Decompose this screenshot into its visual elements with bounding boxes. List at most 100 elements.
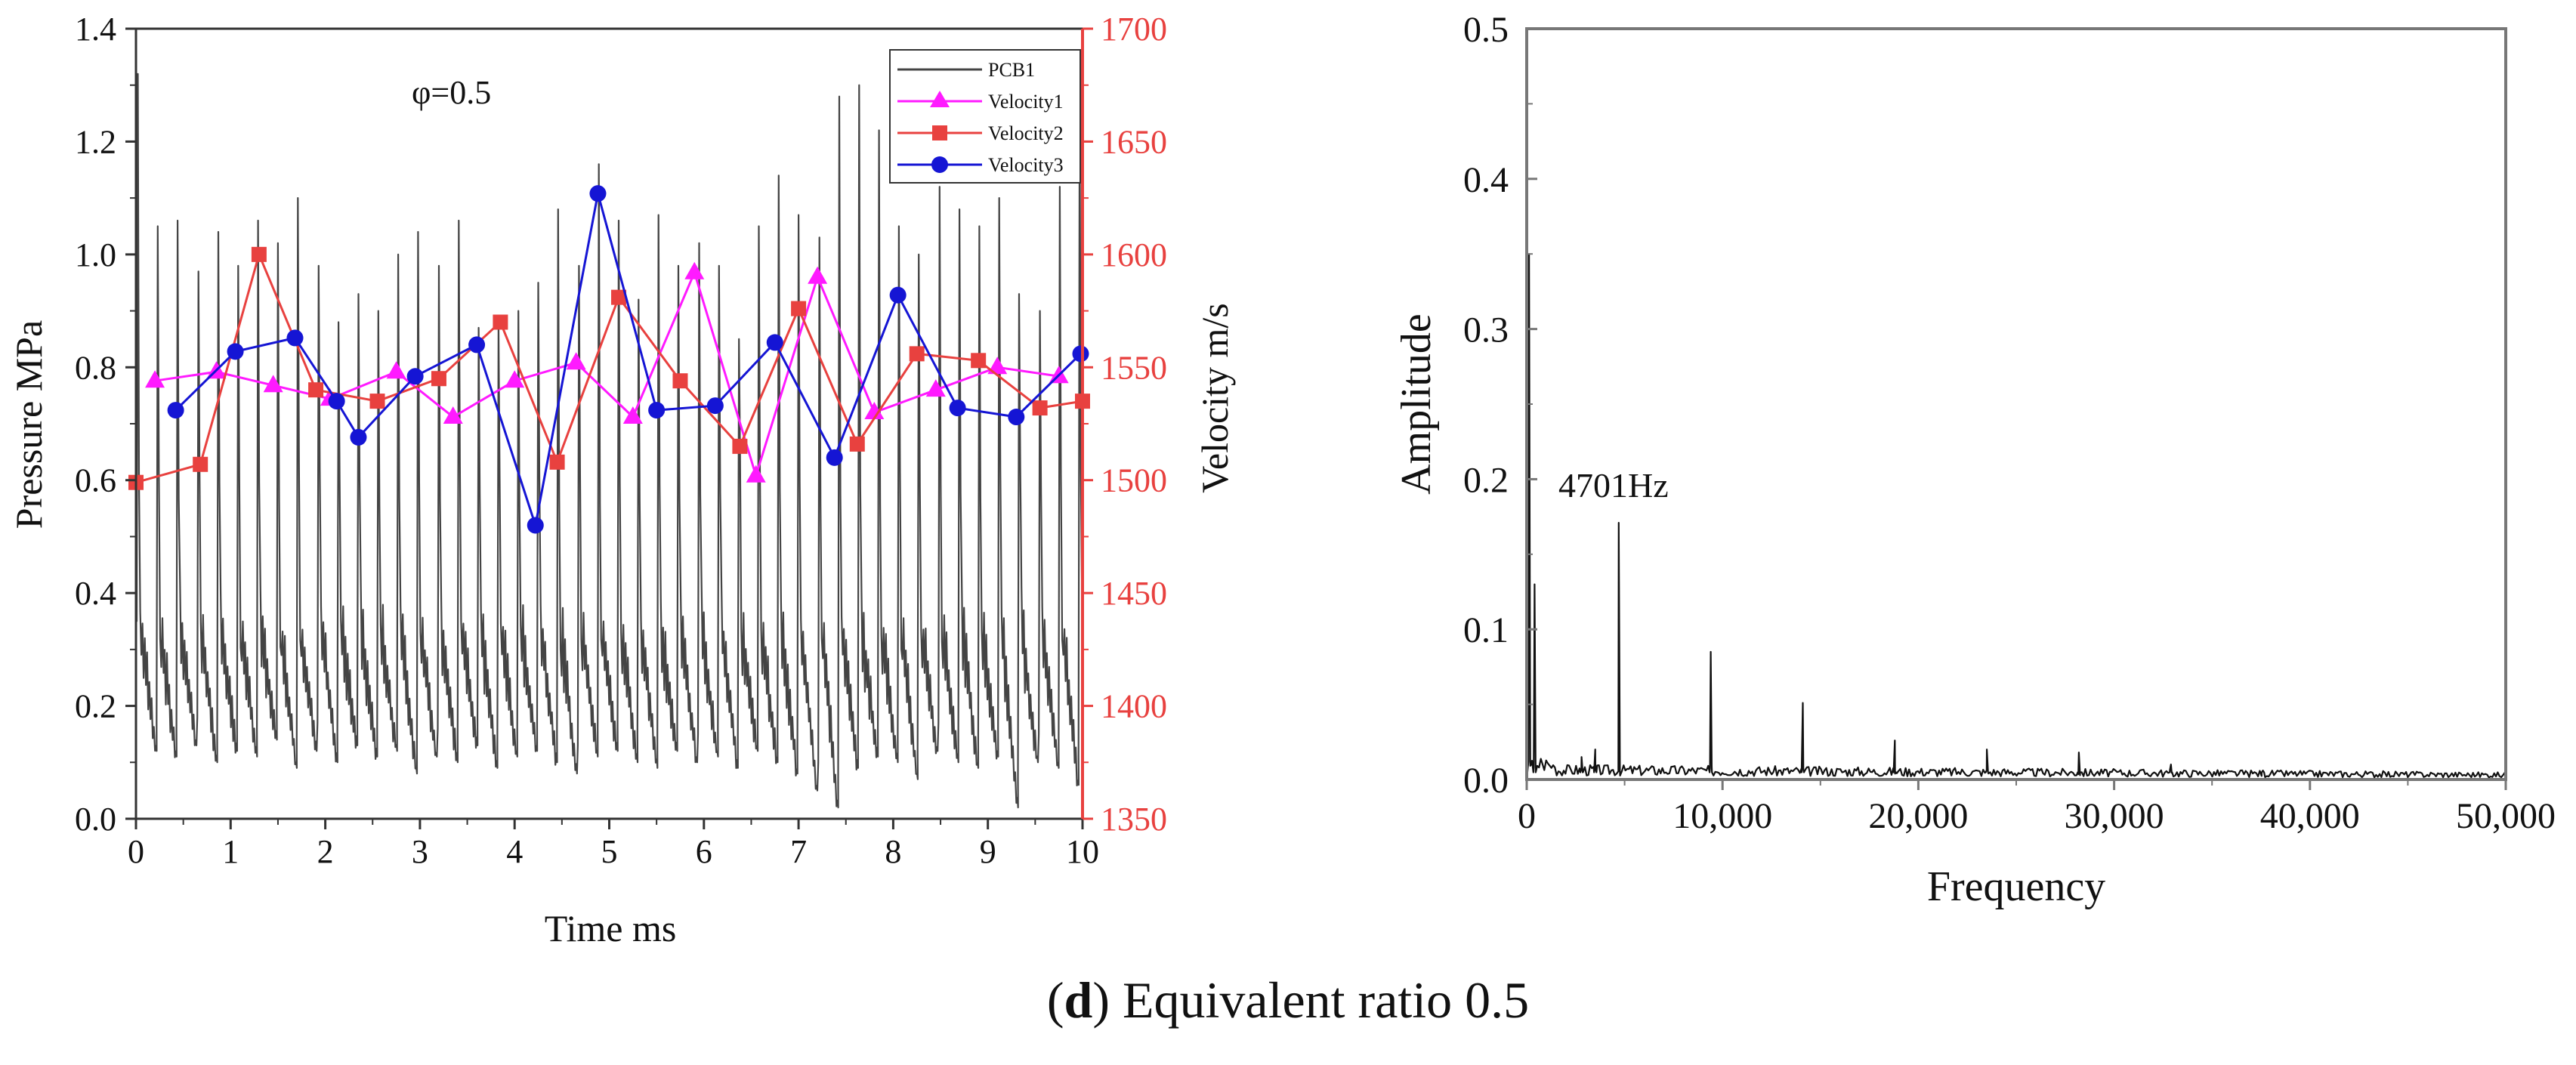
x-tick-label: 50,000 (2456, 796, 2556, 836)
y-tick-label: 0.0 (75, 801, 116, 838)
y-tick-label: 0.4 (75, 575, 116, 612)
y2-tick-label: 1500 (1101, 462, 1167, 499)
y-tick-label: 1.0 (75, 236, 116, 273)
x-tick-label: 30,000 (2065, 796, 2164, 836)
velocity3-point (706, 397, 724, 415)
y-tick-label: 0.2 (1463, 460, 1509, 500)
legend-label-velocity2: Velocity2 (988, 122, 1064, 144)
spectrum-line (1525, 253, 2506, 781)
x-tick-label: 8 (885, 833, 901, 870)
velocity3-point (648, 402, 666, 419)
velocity1-point (925, 379, 946, 397)
pressure-velocity-chart: 0 1 2 3 4 5 6 7 8 9 10 0.0 0.2 0.4 0.6 0.8 1.0 1.2 1.4 13… (8, 11, 1236, 949)
x-tick-label: 0 (128, 833, 144, 870)
y-tick-label: 0.2 (75, 688, 116, 725)
x-tick-label: 0 (1518, 796, 1536, 836)
velocity2-point (1032, 400, 1048, 416)
y2-tick-label: 1550 (1101, 349, 1167, 386)
x-tick-label: 7 (790, 833, 807, 870)
velocity3-point (167, 402, 184, 419)
y-tick-label: 1.4 (75, 11, 116, 48)
velocity2-point (251, 246, 267, 262)
velocity2-point (732, 438, 748, 454)
x-tick-label: 20,000 (1868, 796, 1968, 836)
legend-label-velocity1: Velocity1 (988, 91, 1064, 113)
velocity2-point (672, 373, 688, 389)
velocity3-point (328, 393, 345, 410)
legend-label-pcb1: PCB1 (988, 59, 1035, 81)
y-axis-label-amplitude: Amplitude (1393, 313, 1440, 495)
y2-tick-label: 1600 (1101, 236, 1167, 273)
velocity1-line (154, 269, 1059, 480)
velocity3-point (468, 336, 486, 353)
x-tick-label: 6 (696, 833, 712, 870)
x-tick-label: 2 (317, 833, 334, 870)
y-tick-label: 1.2 (75, 123, 116, 160)
legend-marker-velocity1 (930, 91, 950, 107)
y2-tick-label: 1450 (1101, 575, 1167, 612)
y2-tick-label: 1700 (1101, 11, 1167, 48)
velocity2-point (971, 353, 987, 369)
velocity3-point (589, 185, 607, 202)
velocity3-point (1008, 409, 1025, 426)
y-tick-label: 0.5 (1463, 10, 1509, 50)
y2-tick-label: 1650 (1101, 123, 1167, 160)
velocity2-point (791, 301, 807, 316)
velocity1-point (566, 352, 586, 370)
x-axis-label-frequency: Frequency (1927, 863, 2105, 910)
y2-tick-label: 1350 (1101, 801, 1167, 838)
series-pcb1 (134, 73, 1083, 809)
velocity3-point (1072, 345, 1089, 363)
velocity3-point (406, 368, 424, 385)
velocity2-point (308, 382, 324, 398)
legend-label-velocity3: Velocity3 (988, 154, 1064, 176)
x-axis-label-time: Time ms (545, 907, 677, 949)
annotation-peak-frequency: 4701Hz (1558, 466, 1669, 505)
velocity1-point (505, 370, 525, 388)
y-tick-label: 0.1 (1463, 610, 1509, 650)
y-tick-label: 0.4 (1463, 160, 1509, 200)
caption-text: Equivalent ratio 0.5 (1109, 971, 1530, 1029)
velocity1-point (746, 465, 766, 483)
caption-label: d (1064, 971, 1093, 1029)
velocity1-point (386, 361, 406, 379)
y2-tick-label: 1400 (1101, 688, 1167, 725)
series-velocity2 (128, 246, 1090, 490)
x-tick-label: 40,000 (2260, 796, 2360, 836)
velocity1-point (263, 375, 283, 393)
x-tick-label: 10,000 (1673, 796, 1772, 836)
velocity3-line (175, 193, 1082, 526)
series-velocity1 (145, 261, 1069, 483)
velocity1-point (443, 406, 463, 424)
figure-caption: (d) Equivalent ratio 0.5 (1046, 971, 1530, 1029)
x-tick-label: 4 (506, 833, 523, 870)
x-tick-label: 10 (1066, 833, 1099, 870)
velocity1-point (145, 370, 165, 388)
x-tick-label: 9 (980, 833, 996, 870)
velocity2-point (493, 314, 508, 330)
x-tick-label: 5 (601, 833, 618, 870)
velocity3-point (826, 449, 843, 466)
pcb1-line (134, 73, 1083, 809)
series-spectrum (1525, 253, 2506, 781)
legend-marker-velocity3 (931, 156, 948, 173)
velocity2-point (193, 456, 208, 472)
velocity1-point (808, 266, 828, 284)
amplitude-spectrum-chart: 0 10,000 20,000 30,000 40,000 50,000 0.0 0.1 0.… (1393, 10, 2556, 910)
velocity2-point (849, 436, 865, 452)
legend-marker-velocity2 (932, 125, 947, 140)
velocity2-point (549, 454, 565, 470)
right-plot-frame (1525, 27, 2507, 781)
legend: PCB1 Velocity1 Velocity2 Velocity3 (889, 49, 1081, 184)
legend-box (889, 49, 1081, 184)
velocity2-point (611, 289, 627, 305)
velocity3-point (350, 428, 367, 446)
x-tick-label: 3 (412, 833, 428, 870)
velocity1-point (987, 357, 1008, 375)
velocity1-point (622, 406, 643, 424)
velocity2-point (909, 346, 925, 362)
y-tick-label: 0.3 (1463, 310, 1509, 350)
velocity3-point (949, 400, 966, 417)
y2-axis-label-velocity: Velocity m/s (1194, 303, 1236, 492)
